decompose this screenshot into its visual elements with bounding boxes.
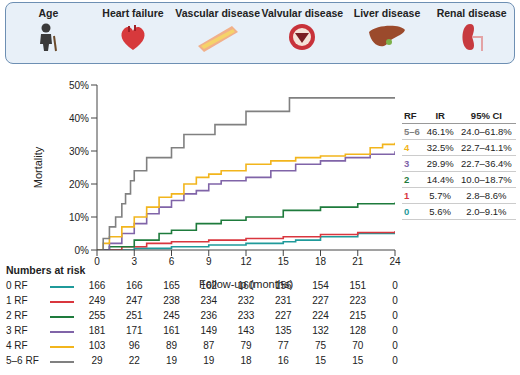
- svg-text:24: 24: [389, 256, 401, 267]
- svg-text:9: 9: [206, 256, 212, 267]
- svg-text:10%: 10%: [69, 212, 89, 223]
- svg-text:Mortality: Mortality: [32, 146, 44, 188]
- svg-text:50%: 50%: [69, 80, 89, 91]
- svg-text:30%: 30%: [69, 146, 89, 157]
- svg-text:21: 21: [352, 256, 364, 267]
- svg-text:20%: 20%: [69, 179, 89, 190]
- svg-text:12: 12: [240, 256, 252, 267]
- svg-text:15: 15: [278, 256, 290, 267]
- svg-text:0: 0: [94, 256, 100, 267]
- svg-text:18: 18: [315, 256, 327, 267]
- svg-text:40%: 40%: [69, 113, 89, 124]
- svg-text:6: 6: [169, 256, 175, 267]
- svg-text:3: 3: [131, 256, 137, 267]
- svg-text:0%: 0%: [75, 245, 90, 256]
- svg-text:Follow-up (months): Follow-up (months): [199, 278, 293, 290]
